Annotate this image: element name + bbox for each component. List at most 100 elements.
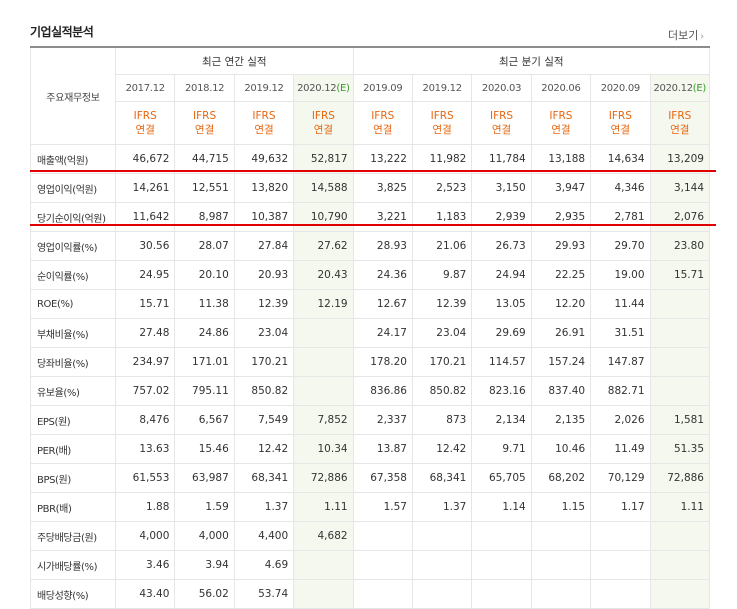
table-cell: 1.15	[530, 492, 592, 522]
table-cell	[649, 289, 711, 319]
table-cell: 2,337	[352, 405, 413, 435]
table-cell: 3.46	[114, 550, 176, 580]
accounting-basis-header: IFRS 연결	[233, 101, 295, 145]
table-cell	[649, 376, 711, 406]
row-label: 영업이익(억원)	[30, 173, 116, 203]
table-cell: 2,134	[471, 405, 532, 435]
table-cell: 27.62	[293, 231, 354, 261]
period-label: 2020.12	[297, 82, 337, 94]
period-label: 2020.06	[541, 82, 581, 94]
row-label: 당좌비율(%)	[30, 347, 116, 377]
ifrs-label: IFRS	[668, 110, 692, 122]
table-cell: 11.49	[590, 434, 651, 464]
table-cell: 27.84	[233, 231, 295, 261]
row-label: 순이익률(%)	[30, 260, 116, 290]
table-cell: 8,987	[174, 202, 235, 232]
consolidation-label: 연결	[432, 124, 452, 136]
table-cell: 26.91	[530, 318, 592, 348]
table-cell	[530, 550, 592, 580]
table-cell: 24.95	[114, 260, 176, 290]
table-cell: 234.97	[114, 347, 176, 377]
table-cell	[411, 521, 473, 551]
row-label: EPS(원)	[30, 405, 116, 435]
table-row: 유보율(%) 757.02 795.11 850.82 836.86 850.82 823.…	[30, 376, 711, 406]
table-cell: 12.39	[411, 289, 473, 319]
table-cell: 68,341	[233, 463, 295, 493]
table-cell: 12,551	[174, 173, 235, 203]
accounting-basis-header: IFRS 연결	[293, 101, 354, 145]
table-cell: 12.20	[530, 289, 592, 319]
table-cell: 850.82	[411, 376, 473, 406]
table-cell: 2,935	[530, 202, 592, 232]
table-cell: 29.70	[590, 231, 651, 261]
accounting-basis-header: IFRS 연결	[471, 101, 532, 145]
table-cell: 11.38	[174, 289, 235, 319]
table-row: BPS(원) 61,553 63,987 68,341 72,886 67,358 68,3…	[30, 463, 711, 493]
table-cell: 61,553	[114, 463, 176, 493]
annual-group-header: 최근 연간 실적	[115, 46, 354, 75]
period-header: 2017.12	[114, 74, 176, 102]
table-cell	[411, 579, 473, 609]
estimate-mark: (E)	[692, 82, 707, 94]
table-cell: 1.57	[352, 492, 413, 522]
table-cell: 65,705	[471, 463, 532, 493]
table-cell: 56.02	[174, 579, 235, 609]
table-cell: 2,135	[530, 405, 592, 435]
table-cell: 795.11	[174, 376, 235, 406]
table-cell: 20.10	[174, 260, 235, 290]
consolidation-label: 연결	[135, 124, 155, 136]
table-cell: 23.04	[411, 318, 473, 348]
period-label: 2018.12	[184, 82, 225, 94]
table-cell: 2,939	[471, 202, 532, 232]
table-cell: 24.17	[352, 318, 413, 348]
table-cell: 10,387	[233, 202, 295, 232]
table-cell: 1.37	[233, 492, 295, 522]
accounting-basis-header: IFRS 연결	[174, 101, 235, 145]
table-cell: 10.46	[530, 434, 592, 464]
table-cell: 14,261	[114, 173, 176, 203]
period-header: 2020.12(E)	[649, 74, 711, 102]
table-cell: 9.71	[471, 434, 532, 464]
table-cell: 171.01	[174, 347, 235, 377]
table-cell	[293, 579, 354, 609]
table-row: 부채비율(%) 27.48 24.86 23.04 24.17 23.04 29.69 26.…	[30, 318, 711, 348]
more-link[interactable]: 더보기 ›	[668, 27, 704, 43]
table-cell: 21.06	[411, 231, 473, 261]
accounting-basis-header: IFRS 연결	[649, 101, 711, 145]
table-cell: 170.21	[233, 347, 295, 377]
table-cell: 4,682	[293, 521, 354, 551]
highlight-line-top	[30, 170, 716, 172]
section-title: 기업실적분석	[30, 25, 94, 39]
highlight-line-bottom	[30, 224, 716, 226]
table-cell: 29.69	[471, 318, 532, 348]
period-label: 2020.09	[600, 82, 641, 94]
table-cell	[649, 318, 711, 348]
table-cell: 1.11	[293, 492, 354, 522]
ifrs-label: IFRS	[549, 110, 573, 122]
table-row: PER(배) 13.63 15.46 12.42 10.34 13.87 12.42 9.71…	[30, 434, 711, 464]
more-link-label: 더보기	[668, 29, 699, 42]
table-cell: 178.20	[352, 347, 413, 377]
table-cell	[649, 579, 711, 609]
period-header: 2018.12	[174, 74, 235, 102]
table-cell: 4,000	[174, 521, 235, 551]
table-row: 당기순이익(억원) 11,642 8,987 10,387 10,790 3,221 1,1…	[30, 202, 711, 232]
period-header: 2020.06	[530, 74, 592, 102]
table-cell: 24.86	[174, 318, 235, 348]
table-cell: 837.40	[530, 376, 592, 406]
table-cell: 28.93	[352, 231, 413, 261]
table-row: 배당성향(%) 43.40 56.02 53.74	[30, 579, 711, 609]
table-cell: 22.25	[530, 260, 592, 290]
table-cell: 23.80	[649, 231, 711, 261]
table-cell: 11,784	[471, 144, 532, 174]
table-row: EPS(원) 8,476 6,567 7,549 7,852 2,337 873 2,134 2…	[30, 405, 711, 435]
period-header: 2019.12	[411, 74, 473, 102]
table-cell: 24.94	[471, 260, 532, 290]
table-cell: 29.93	[530, 231, 592, 261]
table-cell: 12.42	[411, 434, 473, 464]
table-cell: 14,588	[293, 173, 354, 203]
row-label: PBR(배)	[30, 492, 116, 522]
table-cell: 68,341	[411, 463, 473, 493]
ifrs-label: IFRS	[430, 110, 454, 122]
table-cell: 15.71	[114, 289, 176, 319]
